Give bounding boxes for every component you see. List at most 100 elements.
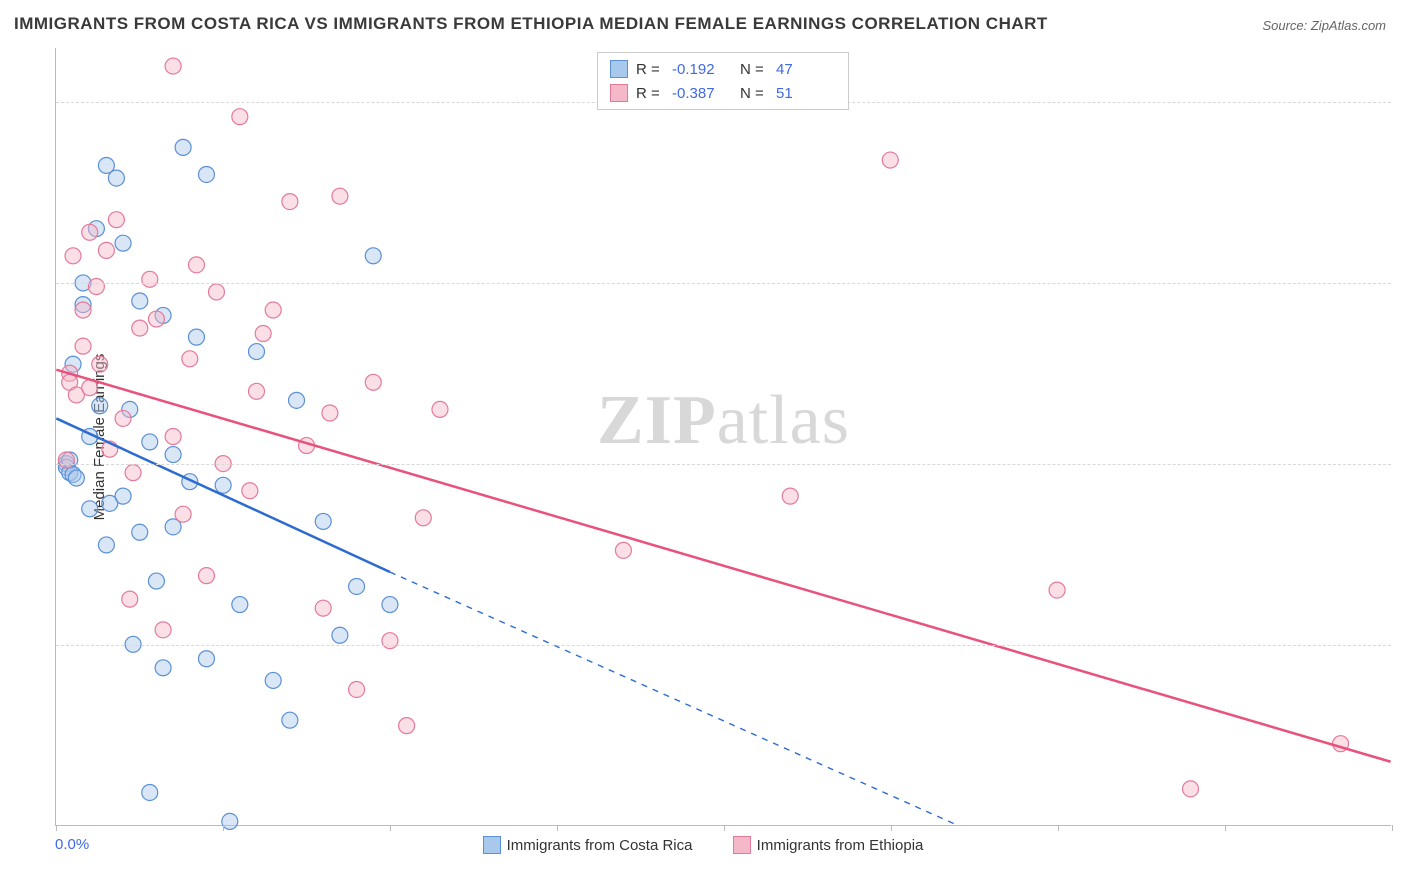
- x-tick: [891, 825, 892, 831]
- plot-svg: [56, 48, 1391, 825]
- gridline: [56, 283, 1391, 284]
- gridline: [56, 464, 1391, 465]
- x-tick: [724, 825, 725, 831]
- regression-line: [56, 370, 1390, 762]
- data-point: [322, 405, 338, 421]
- data-point: [232, 109, 248, 125]
- data-point: [98, 242, 114, 258]
- data-point: [399, 718, 415, 734]
- data-point: [315, 600, 331, 616]
- stat-n-value-0: 47: [776, 61, 836, 78]
- data-point: [1183, 781, 1199, 797]
- data-point: [92, 398, 108, 414]
- data-point: [332, 188, 348, 204]
- data-point: [282, 712, 298, 728]
- legend-swatch-0: [610, 60, 628, 78]
- data-point: [782, 488, 798, 504]
- stat-n-value-1: 51: [776, 85, 836, 102]
- data-point: [142, 434, 158, 450]
- chart-title: IMMIGRANTS FROM COSTA RICA VS IMMIGRANTS…: [14, 14, 1048, 34]
- data-point: [198, 651, 214, 667]
- data-point: [142, 784, 158, 800]
- data-point: [132, 293, 148, 309]
- data-point: [382, 633, 398, 649]
- data-point: [165, 58, 181, 74]
- data-point: [132, 524, 148, 540]
- stat-r-value-0: -0.192: [672, 61, 732, 78]
- data-point: [82, 501, 98, 517]
- legend-stats-row-0: R = -0.192 N = 47: [610, 57, 836, 81]
- data-point: [349, 681, 365, 697]
- x-tick: [1225, 825, 1226, 831]
- legend-bottom: Immigrants from Costa Rica Immigrants fr…: [0, 836, 1406, 858]
- data-point: [88, 279, 104, 295]
- data-point: [255, 326, 271, 342]
- data-point: [108, 212, 124, 228]
- data-point: [249, 344, 265, 360]
- stat-r-value-1: -0.387: [672, 85, 732, 102]
- data-point: [215, 477, 231, 493]
- legend-bottom-swatch-0: [483, 836, 501, 854]
- data-point: [265, 672, 281, 688]
- legend-bottom-label-1: Immigrants from Ethiopia: [757, 837, 924, 854]
- data-point: [165, 447, 181, 463]
- data-point: [208, 284, 224, 300]
- data-point: [315, 513, 331, 529]
- data-point: [98, 537, 114, 553]
- data-point: [155, 622, 171, 638]
- data-point: [198, 568, 214, 584]
- x-tick: [223, 825, 224, 831]
- data-point: [415, 510, 431, 526]
- data-point: [232, 597, 248, 613]
- data-point: [115, 235, 131, 251]
- data-point: [198, 166, 214, 182]
- data-point: [1049, 582, 1065, 598]
- data-point: [155, 660, 171, 676]
- data-point: [148, 311, 164, 327]
- data-point: [615, 542, 631, 558]
- legend-swatch-1: [610, 84, 628, 102]
- data-point: [882, 152, 898, 168]
- legend-bottom-item-0: Immigrants from Costa Rica: [483, 836, 693, 854]
- data-point: [142, 271, 158, 287]
- data-point: [289, 392, 305, 408]
- stat-r-label-0: R =: [636, 61, 664, 78]
- stat-n-label-1: N =: [740, 85, 768, 102]
- x-tick: [1392, 825, 1393, 831]
- data-point: [182, 351, 198, 367]
- x-tick: [557, 825, 558, 831]
- gridline: [56, 645, 1391, 646]
- data-point: [365, 374, 381, 390]
- data-point: [188, 257, 204, 273]
- data-point: [125, 465, 141, 481]
- data-point: [349, 578, 365, 594]
- data-point: [282, 194, 298, 210]
- data-point: [265, 302, 281, 318]
- stat-r-label-1: R =: [636, 85, 664, 102]
- data-point: [242, 483, 258, 499]
- data-point: [188, 329, 204, 345]
- data-point: [165, 429, 181, 445]
- data-point: [65, 248, 81, 264]
- data-point: [132, 320, 148, 336]
- data-point: [75, 338, 91, 354]
- data-point: [82, 224, 98, 240]
- data-point: [58, 452, 74, 468]
- legend-stats-box: R = -0.192 N = 47 R = -0.387 N = 51: [597, 52, 849, 110]
- legend-bottom-swatch-1: [733, 836, 751, 854]
- data-point: [382, 597, 398, 613]
- legend-bottom-label-0: Immigrants from Costa Rica: [507, 837, 693, 854]
- data-point: [332, 627, 348, 643]
- stat-n-label-0: N =: [740, 61, 768, 78]
- data-point: [432, 401, 448, 417]
- data-point: [68, 470, 84, 486]
- x-tick: [56, 825, 57, 831]
- data-point: [222, 813, 238, 829]
- data-point: [115, 488, 131, 504]
- source-attribution: Source: ZipAtlas.com: [1262, 18, 1386, 33]
- data-point: [92, 356, 108, 372]
- data-point: [122, 591, 138, 607]
- data-point: [175, 506, 191, 522]
- data-point: [148, 573, 164, 589]
- x-tick: [390, 825, 391, 831]
